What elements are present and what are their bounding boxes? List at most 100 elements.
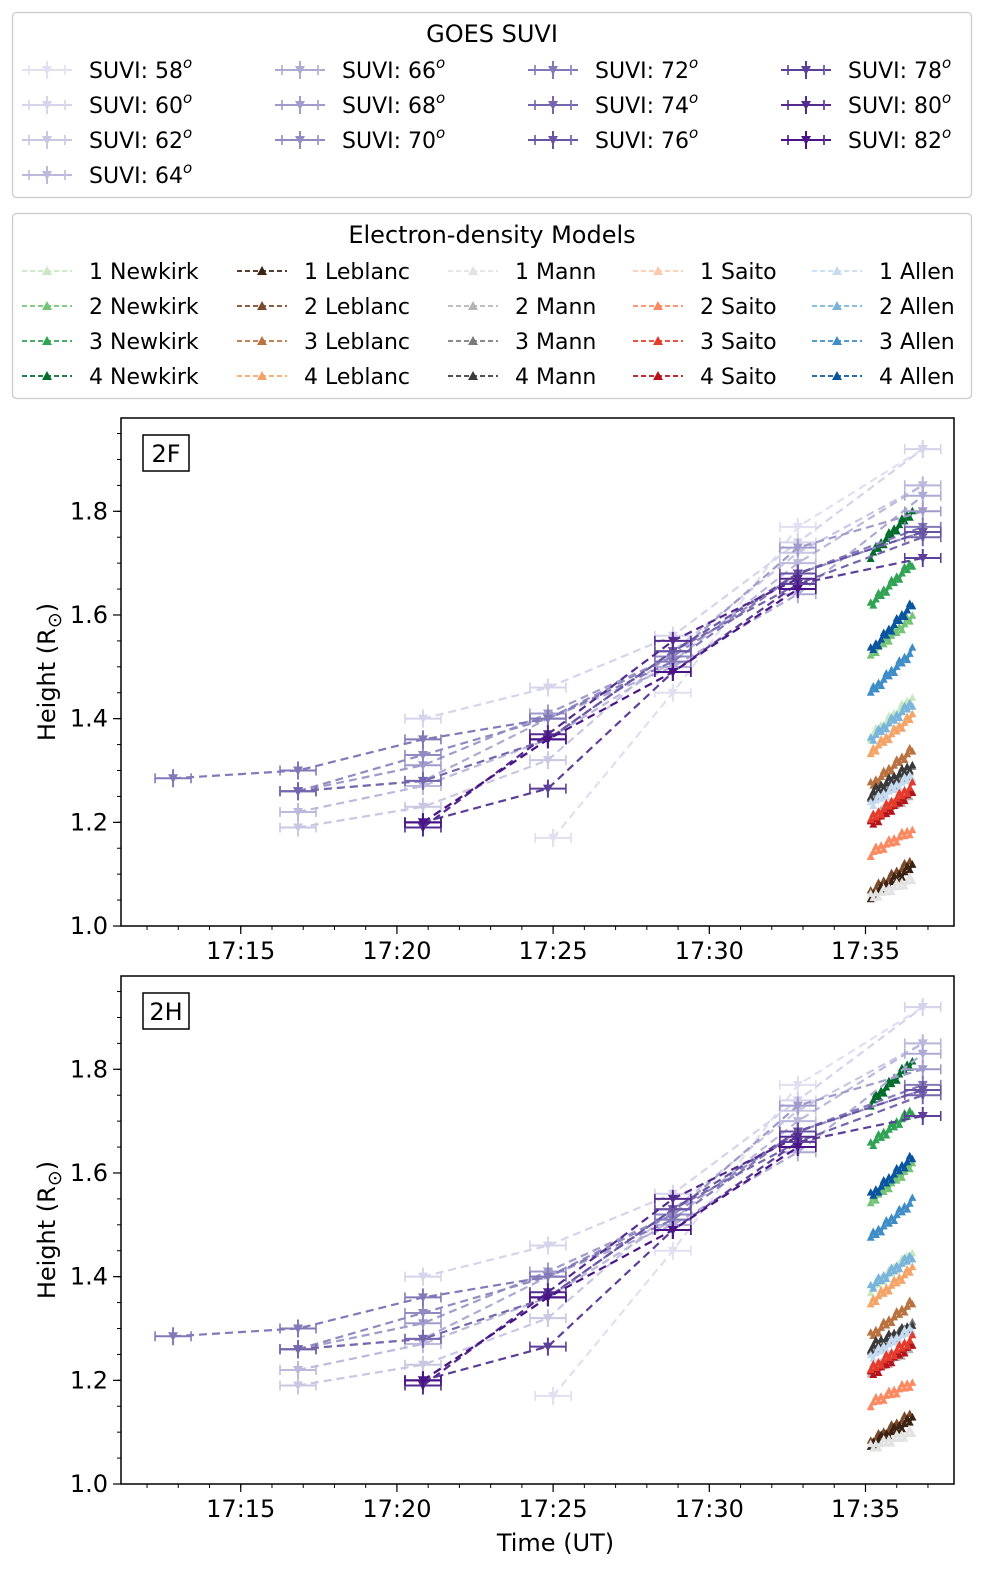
model-line bbox=[869, 746, 914, 788]
model-line bbox=[869, 1381, 914, 1408]
legend-suvi-marker bbox=[28, 96, 66, 114]
legend-model-entry: 1 Leblanc bbox=[237, 260, 410, 285]
legend-suvi-marker bbox=[534, 96, 572, 114]
legend-model-label: 3 Saito bbox=[700, 330, 777, 355]
y-tick-label: 1.0 bbox=[70, 1470, 108, 1498]
suvi-point bbox=[404, 813, 442, 832]
legend-suvi-entries: SUVI: 58o SUVI: 60o SUVI: 62o SUVI: 64o SUVI… bbox=[22, 54, 951, 189]
legend-suvi-degree: o bbox=[183, 159, 192, 177]
legend-model-entry: 3 Saito bbox=[633, 330, 777, 355]
legend-suvi-degree: o bbox=[183, 89, 192, 107]
suvi-point bbox=[654, 1241, 692, 1260]
legend-suvi-entry: SUVI: 82o bbox=[781, 124, 951, 154]
legend-model-entry: 2 Newkirk bbox=[22, 295, 199, 320]
model-point bbox=[908, 643, 917, 651]
y-tick-label: 1.6 bbox=[70, 1159, 108, 1187]
legend-model-marker bbox=[257, 301, 267, 310]
suvi-point bbox=[903, 1044, 942, 1063]
model-series-line bbox=[866, 559, 917, 609]
suvi-point bbox=[404, 1329, 442, 1348]
suvi-point bbox=[903, 998, 942, 1017]
model-line bbox=[869, 561, 914, 608]
y-axis-label: Height (R⊙) bbox=[33, 603, 66, 741]
model-line bbox=[869, 874, 914, 901]
model-point bbox=[908, 1262, 917, 1271]
model-series-line bbox=[866, 599, 917, 654]
plot-frame bbox=[120, 975, 955, 1485]
model-point bbox=[908, 825, 917, 834]
legend-suvi-entry: SUVI: 62o bbox=[22, 124, 192, 154]
x-tick-label: 17:30 bbox=[675, 937, 744, 965]
x-tick-label: 17:20 bbox=[362, 937, 431, 965]
legend-suvi-marker bbox=[281, 96, 319, 114]
legend-suvi-entry: SUVI: 60o bbox=[22, 89, 192, 119]
x-tick-label: 17:35 bbox=[831, 1495, 900, 1523]
legend-suvi-label: SUVI: 58o bbox=[89, 54, 192, 84]
suvi-line bbox=[422, 1146, 799, 1382]
panel-2f: 17:15 17:20 17:25 17:30 17:35 1.0 1.2 1.4 1.6 1.8… bbox=[33, 417, 955, 965]
suvi-point bbox=[529, 678, 567, 697]
suvi-point bbox=[903, 440, 942, 459]
suvi-point bbox=[529, 730, 567, 749]
legend-suvi-box bbox=[11, 11, 973, 199]
legend-model-marker bbox=[468, 336, 478, 345]
plot-area bbox=[121, 976, 954, 1484]
legend-model-entry: 1 Mann bbox=[448, 260, 596, 285]
y-tick-label: 1.8 bbox=[70, 497, 108, 525]
suvi-point bbox=[654, 663, 692, 681]
suvi-point bbox=[404, 745, 442, 764]
legend-suvi-label: SUVI: 72o bbox=[595, 54, 698, 84]
suvi-point bbox=[154, 1327, 192, 1346]
suvi-point bbox=[654, 683, 692, 702]
legend-suvi-label: SUVI: 80o bbox=[848, 89, 951, 119]
legend-suvi-marker bbox=[28, 166, 66, 184]
legend-suvi-label: SUVI: 82o bbox=[848, 124, 951, 154]
model-series-line bbox=[866, 643, 917, 696]
model-line bbox=[869, 1334, 914, 1371]
legend-model-label: 3 Allen bbox=[879, 330, 955, 355]
model-line bbox=[869, 1411, 914, 1447]
legend-suvi-degree: o bbox=[942, 54, 951, 72]
y-axis-label-sub: ⊙ bbox=[44, 612, 66, 628]
x-tick-label: 17:25 bbox=[519, 1495, 588, 1523]
suvi-line bbox=[422, 1135, 799, 1387]
y-tick-label: 1.4 bbox=[70, 1263, 108, 1291]
suvi-point bbox=[903, 1060, 942, 1079]
suvi-point bbox=[404, 797, 442, 816]
model-series-line bbox=[866, 777, 917, 823]
legend-model-marker bbox=[257, 336, 267, 345]
legend-model-marker bbox=[468, 371, 478, 380]
suvi-line bbox=[422, 577, 799, 829]
model-point bbox=[908, 709, 917, 718]
legend-model-label: 4 Saito bbox=[700, 365, 777, 390]
legend-suvi-degree: o bbox=[436, 89, 445, 107]
legend-model-marker bbox=[832, 371, 842, 380]
model-series-line bbox=[866, 699, 917, 744]
model-point bbox=[908, 777, 917, 786]
suvi-point bbox=[903, 1081, 942, 1100]
suvi-point bbox=[529, 779, 567, 798]
suvi-point bbox=[779, 538, 817, 557]
legend-suvi-marker bbox=[534, 131, 572, 149]
y-tick-label: 1.4 bbox=[70, 705, 108, 733]
x-tick-label: 17:30 bbox=[675, 1495, 744, 1523]
suvi-point bbox=[529, 1267, 567, 1286]
legend-model-label: 4 Newkirk bbox=[89, 365, 199, 390]
legend-suvi-label: SUVI: 78o bbox=[848, 54, 951, 84]
model-line bbox=[869, 713, 914, 755]
suvi-point bbox=[779, 1075, 817, 1094]
model-line bbox=[869, 701, 914, 743]
model-line bbox=[869, 1253, 914, 1291]
legend-model-entry: 4 Saito bbox=[633, 365, 777, 390]
suvi-point bbox=[279, 1360, 317, 1379]
y-tick-label: 1.6 bbox=[70, 601, 108, 629]
legend-model-label: 2 Leblanc bbox=[304, 295, 410, 320]
suvi-point bbox=[903, 1106, 942, 1125]
legend-suvi-degree: o bbox=[183, 54, 192, 72]
model-series-line bbox=[866, 771, 917, 810]
legend-suvi-entry: SUVI: 58o bbox=[22, 54, 192, 84]
suvi-point bbox=[779, 580, 817, 599]
suvi-point bbox=[404, 1288, 442, 1307]
legend-model-marker bbox=[257, 371, 267, 380]
panel-label: 2H bbox=[149, 998, 182, 1026]
